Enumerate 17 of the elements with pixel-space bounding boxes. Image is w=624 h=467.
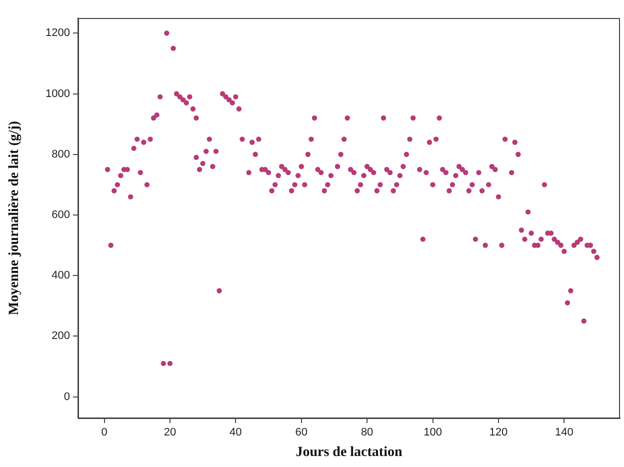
x-tick-label: 60 [295, 426, 308, 439]
x-axis-title: Jours de lactation [296, 445, 402, 460]
x-tick-label: 100 [424, 426, 442, 439]
x-tick-label: 0 [101, 426, 108, 439]
x-tick-label: 120 [489, 426, 508, 439]
y-tick-label: 200 [52, 330, 70, 342]
y-tick-label: 1000 [46, 88, 70, 100]
y-tick-label: 400 [52, 270, 70, 282]
y-tick-label: 600 [52, 209, 70, 221]
x-tick-label: 80 [360, 426, 374, 439]
y-tick-label: 1200 [46, 27, 70, 40]
x-tick-label: 40 [230, 426, 242, 439]
y-axis-title: Moyenne journalière de lait (g/j) [7, 120, 22, 316]
x-tick-label: 140 [554, 426, 574, 439]
x-tick-label: 20 [164, 426, 176, 439]
y-tick-label: 800 [52, 148, 70, 160]
y-tick-label: 0 [64, 390, 70, 403]
